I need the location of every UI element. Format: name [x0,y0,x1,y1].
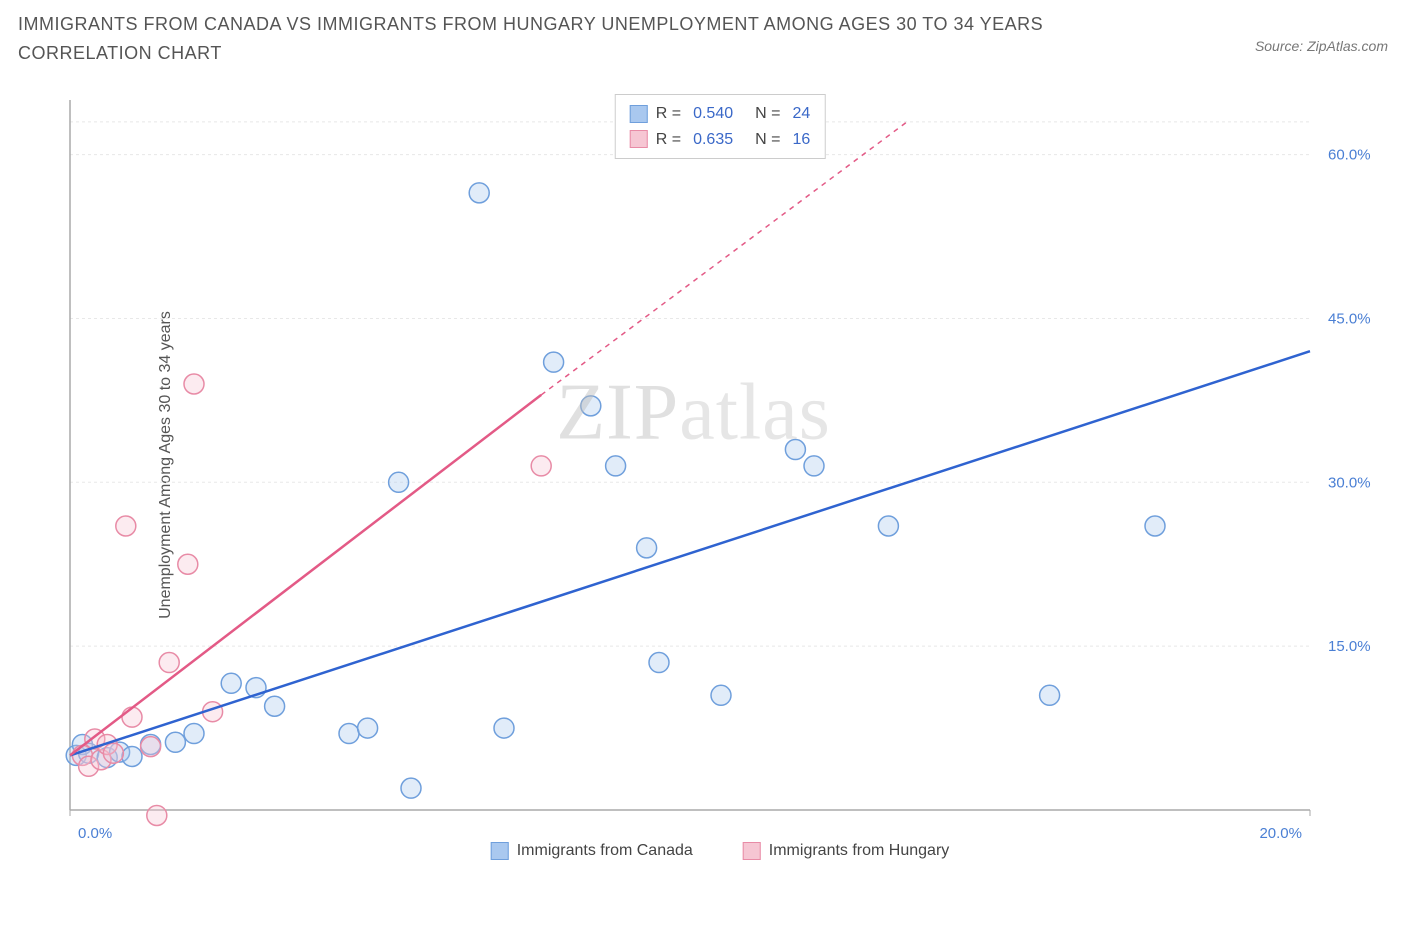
data-point [785,440,805,460]
legend-swatch [743,842,761,860]
series-legend-item: Immigrants from Hungary [743,842,950,860]
legend-r-value: 0.540 [693,101,733,127]
series-legend-label: Immigrants from Canada [517,842,693,860]
legend-swatch [491,842,509,860]
data-point [649,653,669,673]
legend-row: R = 0.540 N = 24 [630,101,811,127]
data-point [339,724,359,744]
plot-area: 15.0%30.0%45.0%60.0%0.0%20.0% ZIPatlas R… [60,90,1380,860]
x-tick-label: 20.0% [1259,825,1302,842]
source-attribution: Source: ZipAtlas.com [1255,38,1388,54]
legend-r-value: 0.635 [693,127,733,153]
y-tick-label: 45.0% [1328,310,1371,327]
data-point [581,396,601,416]
data-point [122,707,142,727]
legend-r-label: R = [656,101,681,127]
data-point [358,718,378,738]
data-point [265,696,285,716]
header: IMMIGRANTS FROM CANADA VS IMMIGRANTS FRO… [18,10,1388,68]
series-legend-item: Immigrants from Canada [491,842,693,860]
legend-n-label: N = [755,127,780,153]
data-point [531,456,551,476]
data-point [1145,516,1165,536]
data-point [141,737,161,757]
data-point [1040,685,1060,705]
data-point [184,374,204,394]
correlation-legend: R = 0.540 N = 24 R = 0.635 N = 16 [615,94,826,159]
data-point [147,805,167,825]
trend-line-extrapolated [541,122,907,395]
data-point [184,724,204,744]
y-tick-label: 30.0% [1328,474,1371,491]
data-point [178,554,198,574]
data-point [711,685,731,705]
legend-n-label: N = [755,101,780,127]
trend-line [70,395,541,755]
data-point [116,516,136,536]
x-tick-label: 0.0% [78,825,112,842]
data-point [606,456,626,476]
legend-n-value: 16 [792,127,810,153]
series-legend-label: Immigrants from Hungary [769,842,950,860]
y-tick-label: 60.0% [1328,147,1371,164]
data-point [122,746,142,766]
trend-line [70,351,1310,755]
scatter-chart: 15.0% 30.0% 45.0% 60.0% 0.0% 20.0% [60,90,1380,860]
data-point [637,538,657,558]
legend-n-value: 24 [792,101,810,127]
chart-title: IMMIGRANTS FROM CANADA VS IMMIGRANTS FRO… [18,10,1118,68]
data-point [804,456,824,476]
data-point [159,653,179,673]
data-point [469,183,489,203]
data-point [103,743,123,763]
series-legend: Immigrants from Canada Immigrants from Hu… [491,842,950,860]
legend-swatch [630,105,648,123]
data-point [401,778,421,798]
data-point [878,516,898,536]
data-point [544,352,564,372]
data-point [494,718,514,738]
y-tick-label: 15.0% [1328,638,1371,655]
legend-r-label: R = [656,127,681,153]
data-point [389,472,409,492]
data-point [221,673,241,693]
legend-row: R = 0.635 N = 16 [630,127,811,153]
legend-swatch [630,130,648,148]
data-point [165,732,185,752]
